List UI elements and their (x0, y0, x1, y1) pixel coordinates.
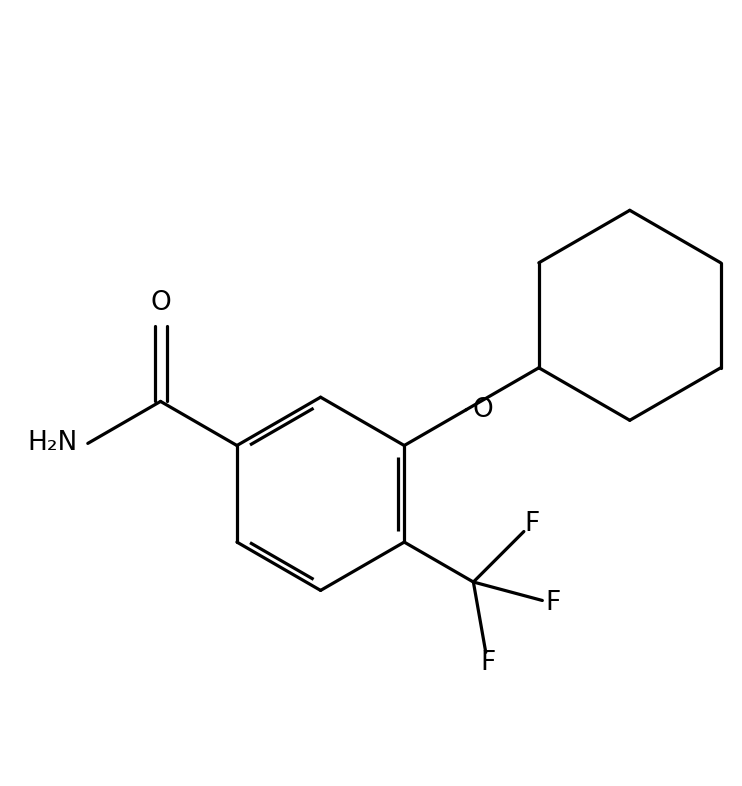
Text: O: O (473, 397, 493, 423)
Text: O: O (150, 290, 171, 316)
Text: F: F (545, 590, 560, 616)
Text: F: F (524, 511, 539, 537)
Text: H₂N: H₂N (27, 431, 78, 457)
Text: F: F (480, 650, 496, 676)
